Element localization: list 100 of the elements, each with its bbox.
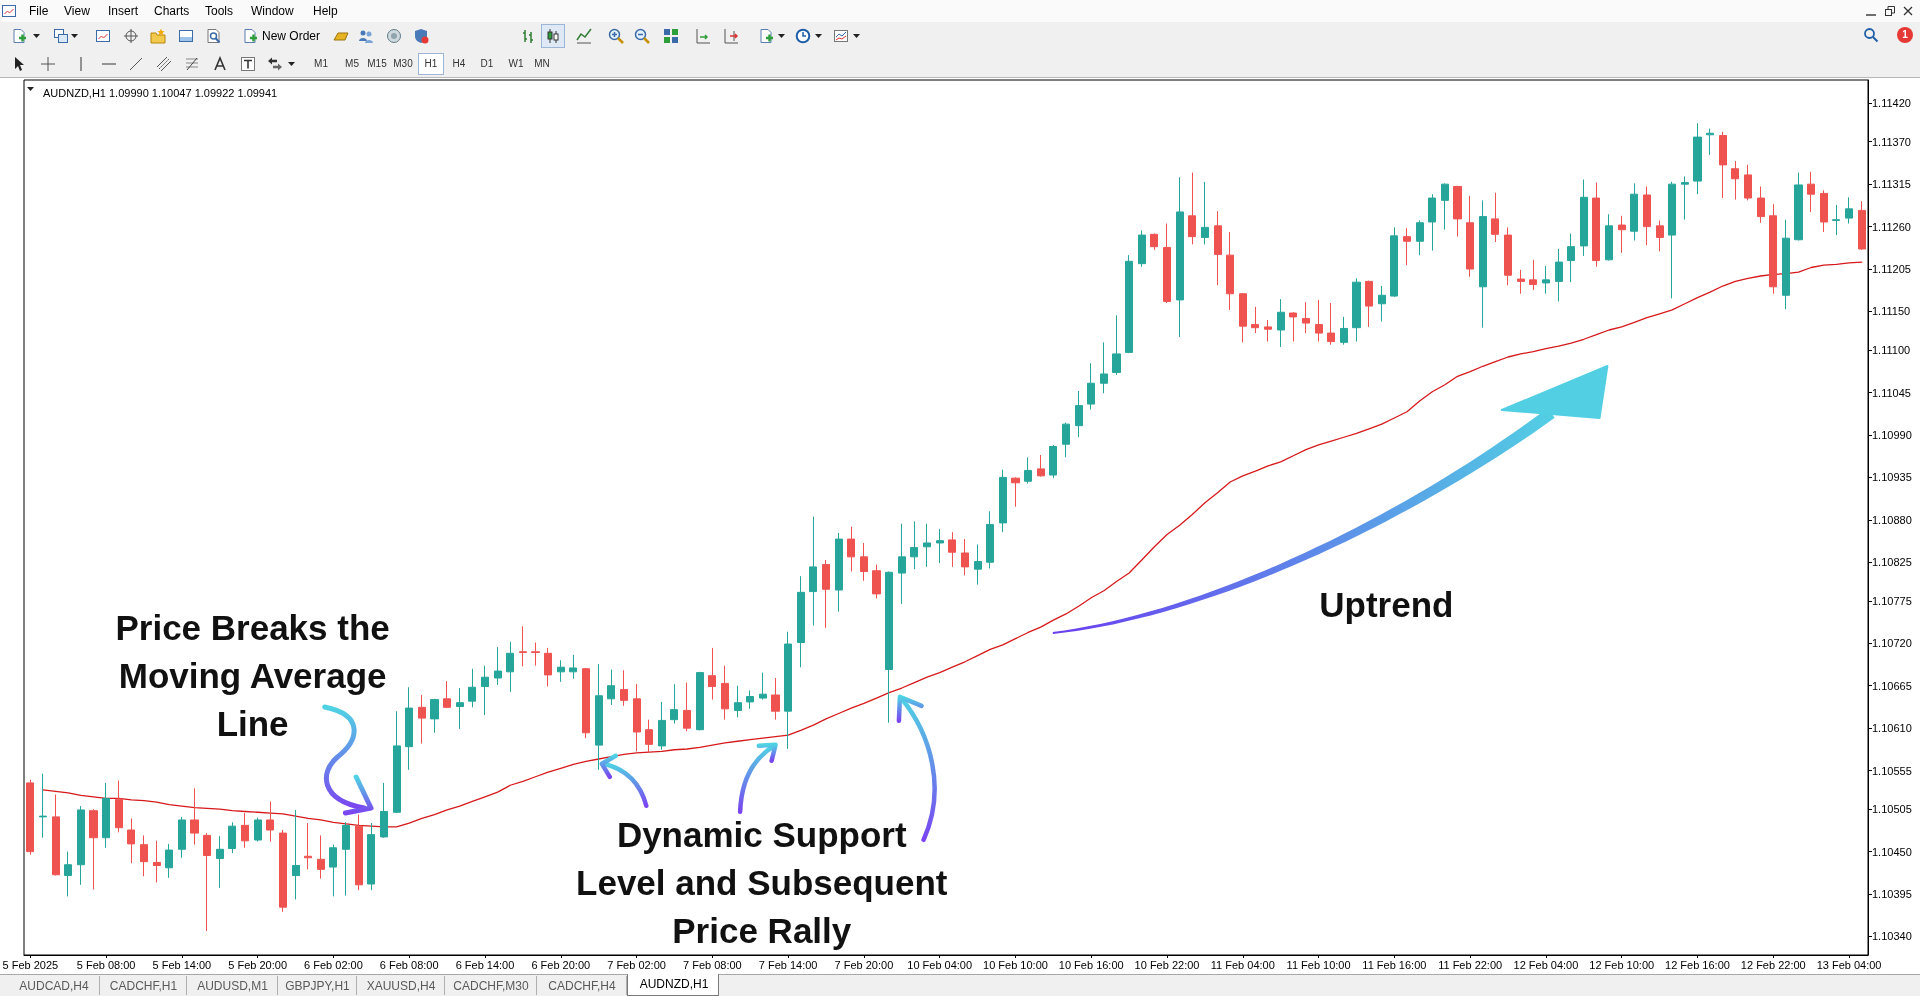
- y-tick-label: 1.10775: [1872, 594, 1912, 607]
- tab: CADCHF,H1: [100, 976, 187, 995]
- candlestick: [948, 531, 956, 568]
- candlestick: [1681, 175, 1689, 221]
- candlestick: [771, 677, 780, 721]
- candlestick: [961, 538, 969, 576]
- candlestick: [974, 544, 982, 586]
- candlestick: [1403, 227, 1411, 266]
- candlestick: [77, 805, 85, 886]
- text: H4: [452, 58, 466, 70]
- candlestick: [1201, 181, 1209, 245]
- candlestick: [39, 773, 47, 839]
- text: Window: [251, 3, 294, 19]
- candlestick: [1517, 269, 1525, 295]
- candlestick: [1214, 210, 1222, 286]
- x-tick-label: 5 Feb 14:00: [152, 958, 212, 971]
- candlestick: [1011, 476, 1020, 508]
- text: Tools: [205, 3, 234, 19]
- annotation: Uptrend: [1319, 584, 1454, 626]
- y-tick-label: 1.11420: [1872, 97, 1911, 110]
- candlestick: [835, 532, 843, 613]
- candlestick: [759, 672, 767, 701]
- text: Charts: [154, 3, 190, 19]
- x-tick-label: 6 Feb 02:00: [304, 958, 363, 971]
- candlestick: [1112, 314, 1121, 376]
- candlestick: [1315, 299, 1323, 343]
- y-tick-label: 1.11315: [1872, 178, 1911, 191]
- candlestick: [872, 564, 881, 600]
- tab: AUDNZD,H1: [627, 974, 719, 996]
- candlestick: [292, 809, 300, 900]
- candlestick: [140, 834, 148, 877]
- candlestick: [885, 571, 893, 724]
- y-tick-label: 1.10610: [1872, 722, 1912, 735]
- candlestick: [228, 821, 236, 854]
- candlestick: [342, 821, 350, 897]
- candlestick: [1062, 422, 1070, 458]
- candlestick: [1643, 185, 1651, 246]
- candlestick: [1378, 285, 1386, 323]
- y-tick-label: 1.10880: [1872, 513, 1912, 526]
- candlestick: [1605, 213, 1613, 262]
- candlestick: [1163, 223, 1171, 304]
- x-tick-label: 7 Feb 02:00: [607, 958, 666, 971]
- x-tick-label: 10 Feb 22:00: [1134, 958, 1200, 971]
- x-tick-label: 12 Feb 16:00: [1665, 958, 1730, 971]
- candlestick: [393, 710, 401, 814]
- candlestick: [304, 822, 312, 870]
- candlestick: [999, 469, 1007, 533]
- x-tick-label: 6 Feb 20:00: [531, 958, 591, 971]
- x-tick-label: 6 Feb 08:00: [379, 958, 439, 971]
- candlestick: [1340, 316, 1348, 346]
- candlestick: [254, 817, 262, 843]
- tab: GBPJPY,H1: [278, 976, 357, 995]
- candlestick: [456, 687, 464, 730]
- candlestick: [1466, 195, 1474, 278]
- candlestick: [481, 665, 489, 716]
- candlestick: [102, 782, 110, 849]
- candlestick: [1542, 265, 1550, 295]
- text: 1: [1902, 29, 1908, 41]
- x-tick-label: 7 Feb 08:00: [682, 958, 742, 971]
- candlestick: [1769, 203, 1777, 295]
- x-tick-label: 11 Feb 16:00: [1362, 958, 1427, 971]
- candlestick: [1365, 280, 1373, 328]
- candlestick: [355, 814, 363, 891]
- tab: AUDUSD,M1: [187, 976, 278, 995]
- candlestick: [241, 812, 249, 849]
- candlestick: [595, 663, 603, 771]
- candlestick: [1794, 172, 1803, 241]
- y-tick-label: 1.10720: [1872, 637, 1912, 650]
- candlestick: [1277, 298, 1285, 348]
- annotation: Price Breaks the Moving Average Line: [114, 607, 391, 745]
- candlestick: [1453, 185, 1462, 238]
- candlestick: [165, 843, 173, 879]
- y-tick-label: 1.10395: [1872, 888, 1912, 901]
- candlestick: [1858, 200, 1866, 251]
- y-tick-label: 1.10665: [1872, 679, 1912, 692]
- candlestick: [1567, 233, 1575, 283]
- candlestick: [1024, 456, 1032, 485]
- candlestick: [266, 800, 274, 843]
- candlestick: [1150, 233, 1158, 251]
- candlestick: [1744, 164, 1752, 201]
- x-tick-label: 7 Feb 14:00: [758, 958, 818, 971]
- text: D1: [480, 58, 494, 70]
- candlestick: [405, 686, 413, 771]
- candlestick: [809, 516, 817, 627]
- x-tick-label: 5 Feb 2025: [2, 958, 59, 971]
- annotation: Dynamic Support Level and Subsequent Price Rally: [575, 813, 949, 952]
- candlestick: [1037, 454, 1045, 478]
- candlestick: [1176, 176, 1184, 338]
- x-tick-label: 12 Feb 04:00: [1513, 958, 1579, 971]
- candlestick: [986, 510, 994, 569]
- x-tick-label: 11 Feb 04:00: [1210, 958, 1275, 971]
- candlestick: [531, 642, 540, 667]
- candlestick: [670, 683, 678, 725]
- text: M5: [345, 58, 359, 70]
- candlestick: [367, 822, 375, 891]
- candlestick: [1100, 341, 1108, 394]
- candlestick: [1302, 301, 1310, 334]
- candlestick: [153, 840, 161, 883]
- candlestick: [1820, 189, 1828, 233]
- candlestick: [1491, 192, 1499, 243]
